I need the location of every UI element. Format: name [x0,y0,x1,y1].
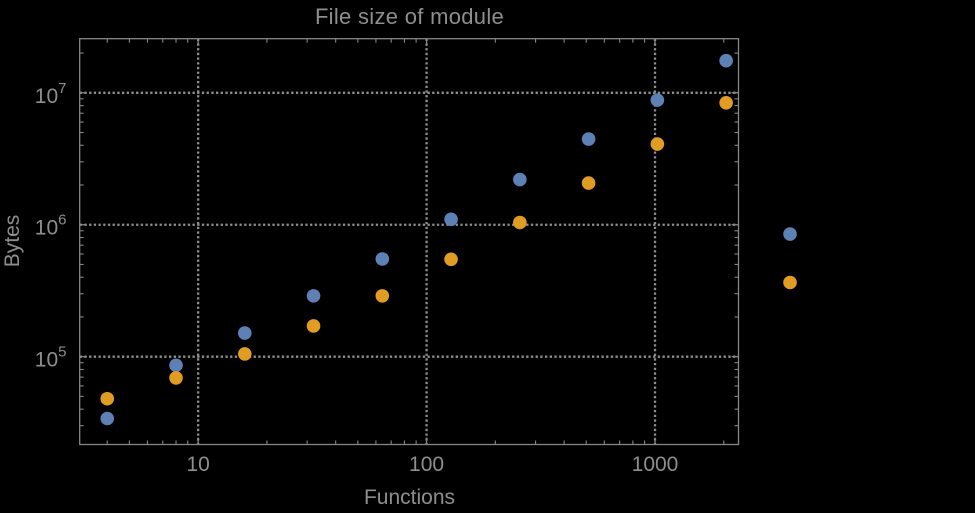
data-point-series-blue [581,132,596,146]
data-point-series-orange [375,289,390,303]
y-axis-label: Bytes [1,214,24,268]
data-point-series-orange [719,95,733,110]
data-point-series-blue [513,172,527,187]
data-point-series-orange [513,215,527,230]
data-point-series-blue [375,252,390,266]
y-tick-label: 107 [35,80,67,108]
data-point-series-blue [719,53,733,68]
x-tick-label: 1000 [632,453,679,476]
data-point-series-orange [306,319,321,333]
data-point-series-orange [100,391,115,406]
data-point-series-orange [581,176,596,190]
data-point-series-blue [100,411,115,426]
x-tick-label: 100 [409,453,444,476]
y-tick-label: 106 [35,212,67,240]
chart-title: File size of module [314,4,505,29]
data-point-series-blue [650,93,665,107]
x-tick-label: 10 [186,453,209,476]
data-point-series-orange [783,275,797,290]
data-point-series-orange [169,371,183,385]
data-point-series-blue [169,358,183,373]
y-tick-label: 105 [35,344,67,372]
data-point-series-orange [444,252,458,267]
data-point-series-orange [237,347,252,361]
data-point-series-blue [783,227,797,241]
plot-frame [79,38,740,446]
data-point-series-blue [237,326,252,340]
x-axis-label: Functions [363,486,456,509]
data-point-series-orange [650,137,665,151]
data-point-series-blue [444,212,458,227]
data-point-series-blue [306,289,321,303]
